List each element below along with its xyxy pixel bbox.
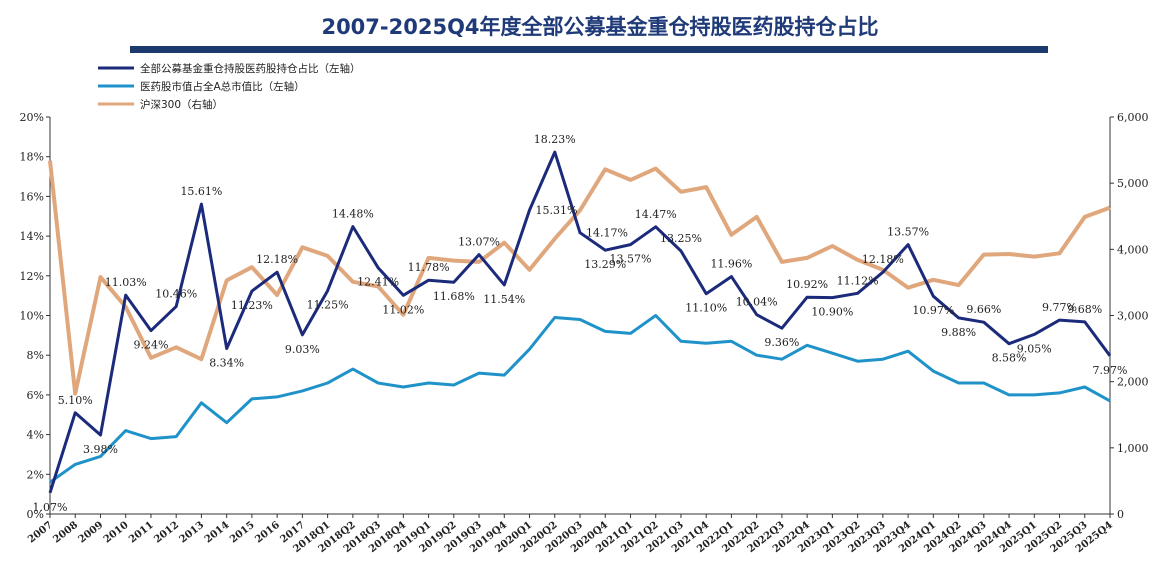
data-label: 14.48% <box>332 208 374 221</box>
data-label: 13.29% <box>584 258 626 271</box>
y-left-tick-label: 2% <box>27 468 44 481</box>
x-tick-label: 2015 <box>228 520 257 546</box>
x-tick-label: 2011 <box>127 520 156 546</box>
y-left-tick-label: 10% <box>20 310 44 323</box>
y-right-tick-label: 3,000 <box>1117 310 1149 323</box>
data-label: 8.34% <box>209 356 244 369</box>
data-label: 10.46% <box>155 287 197 300</box>
axes: 0% 2% 4% 6% 8% 10% 12% 14% 16% 18% 20% 0 1,000 2,000 3… <box>20 111 1149 555</box>
data-label: 11.12% <box>837 274 879 287</box>
y-left-tick-label: 14% <box>20 230 44 243</box>
series-lines <box>48 150 1112 494</box>
data-label: 1.07% <box>33 501 68 514</box>
data-label: 9.88% <box>941 326 976 339</box>
data-label: 11.54% <box>483 293 525 306</box>
data-label: 11.10% <box>685 302 727 315</box>
data-label: 11.78% <box>408 261 450 274</box>
data-label: 3.98% <box>83 443 118 456</box>
data-label: 10.92% <box>786 278 828 291</box>
data-label: 9.36% <box>764 336 799 349</box>
data-label: 9.77% <box>1042 301 1077 314</box>
data-label: 13.57% <box>609 253 651 266</box>
x-tick-label: 2013 <box>178 520 207 546</box>
series-line-pharma-mcap <box>49 314 1111 484</box>
legend-label-hs300: 沪深300（右轴） <box>140 98 223 111</box>
data-label: 13.25% <box>660 232 702 245</box>
data-label: 8.58% <box>992 352 1027 365</box>
x-tick-label: 2016 <box>253 520 282 546</box>
data-label: 11.03% <box>105 276 147 289</box>
y-left-tick-label: 18% <box>20 151 44 164</box>
x-tick-label: 2008 <box>51 520 80 546</box>
data-label: 9.68% <box>1067 303 1102 316</box>
y-left-tick-label: 6% <box>27 389 44 402</box>
legend: 全部公募基金重仓持股医药股持仓占比（左轴） 医药股市值占全A总市值比（左轴） 沪… <box>98 62 361 111</box>
data-label: 10.97% <box>912 304 954 317</box>
y-right-tick-label: 2,000 <box>1117 376 1149 389</box>
data-label: 9.03% <box>285 343 320 356</box>
chart-title: 2007-2025Q4年度全部公募基金重仓持股医药股持仓占比 <box>321 15 878 39</box>
legend-label-fund-weight: 全部公募基金重仓持股医药股持仓占比（左轴） <box>140 62 361 75</box>
data-label: 15.61% <box>180 185 222 198</box>
y-right-tick-label: 4,000 <box>1117 243 1149 256</box>
y-left-tick-label: 4% <box>27 429 44 442</box>
y-left-tick-label: 16% <box>20 190 44 203</box>
data-label: 9.66% <box>966 303 1001 316</box>
data-label: 11.96% <box>710 258 752 271</box>
data-labels: 1.07% 5.10% 3.98% 11.03% 9.24% 10.46% 15.61% 8.… <box>33 133 1128 514</box>
y-right-tick-label: 5,000 <box>1117 177 1149 190</box>
data-label: 11.68% <box>433 290 475 303</box>
series-line-hs300 <box>48 160 1111 396</box>
data-label: 9.05% <box>1017 342 1052 355</box>
y-left-tick-label: 20% <box>20 111 44 124</box>
y-left-tick-label: 12% <box>20 270 44 283</box>
title-underline <box>130 46 1048 53</box>
y-right-tick-label: 6,000 <box>1117 111 1149 124</box>
x-tick-label: 2012 <box>152 520 181 546</box>
x-tick-label: 2010 <box>102 520 131 546</box>
data-label: 12.18% <box>862 253 904 266</box>
data-label: 12.41% <box>357 276 399 289</box>
data-label: 13.07% <box>458 236 500 249</box>
x-tick-label: 2007 <box>26 520 55 546</box>
y-left-tick-label: 0% <box>27 508 44 521</box>
series-line-fund-weight <box>48 150 1112 494</box>
data-label: 18.23% <box>534 133 576 146</box>
y-right-tick-label: 0 <box>1117 508 1124 521</box>
data-label: 12.18% <box>256 253 298 266</box>
data-label: 10.90% <box>811 306 853 319</box>
data-label: 15.31% <box>536 204 578 217</box>
data-label: 11.02% <box>382 303 424 316</box>
data-label: 13.57% <box>887 226 929 239</box>
data-label: 14.17% <box>586 227 628 240</box>
y-right-tick-label: 1,000 <box>1117 442 1149 455</box>
data-label: 14.47% <box>635 208 677 221</box>
data-label: 10.04% <box>736 296 778 309</box>
x-tick-label: 2009 <box>77 520 106 546</box>
y-left-tick-label: 8% <box>27 349 44 362</box>
data-label: 9.24% <box>133 339 168 352</box>
data-label: 11.25% <box>307 299 349 312</box>
legend-label-pharma-mcap: 医药股市值占全A总市值比（左轴） <box>140 80 305 93</box>
data-label: 7.97% <box>1093 364 1128 377</box>
x-tick-label: 2014 <box>203 520 232 546</box>
data-label: 11.23% <box>231 299 273 312</box>
data-label: 5.10% <box>58 394 93 407</box>
